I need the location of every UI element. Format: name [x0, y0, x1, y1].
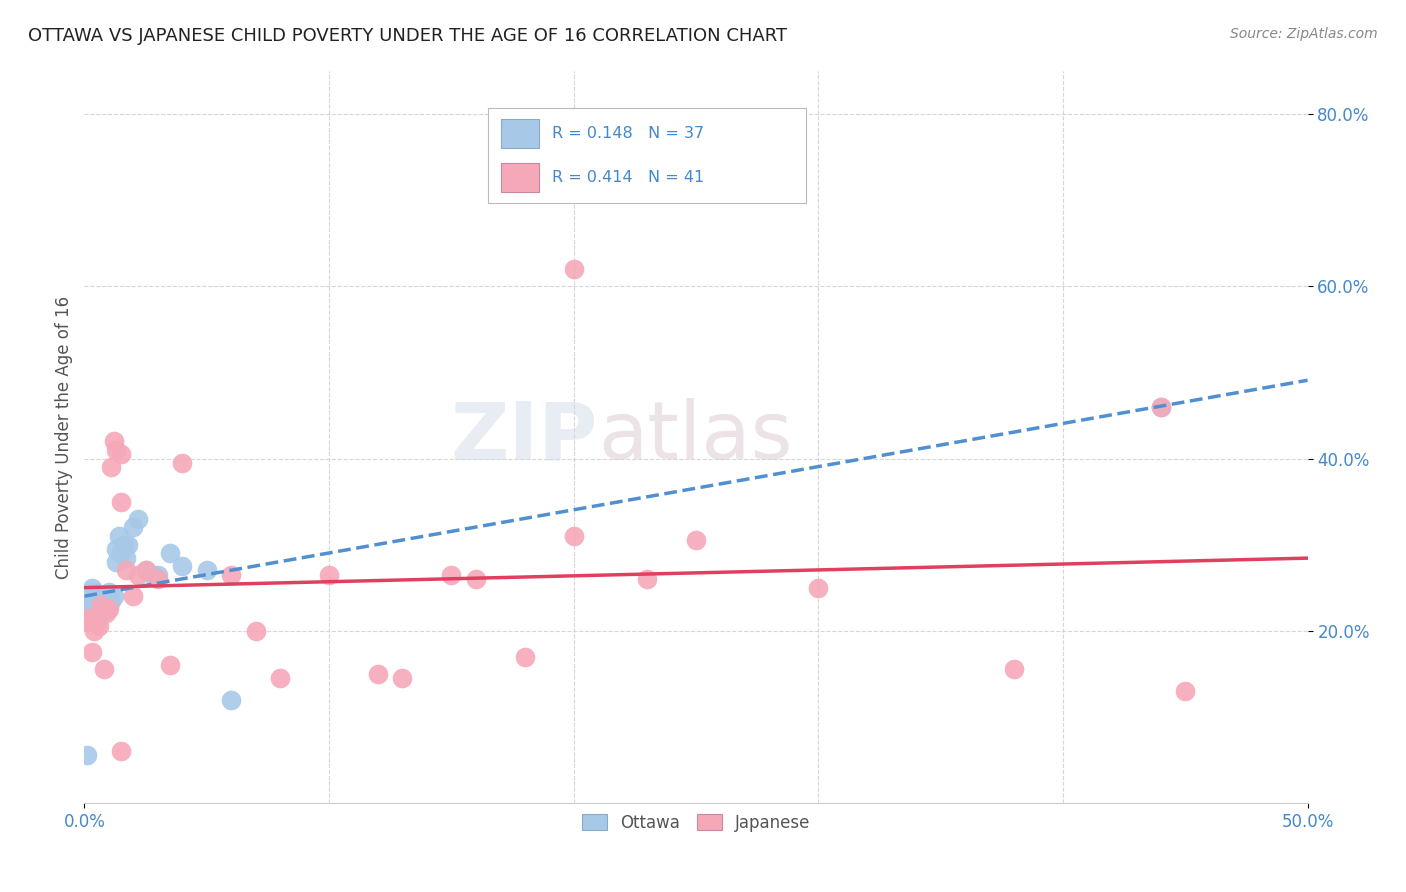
- Point: [83, 624, 105, 638]
- Point: [219, 567, 242, 582]
- Text: atlas: atlas: [598, 398, 793, 476]
- Text: Source: ZipAtlas.com: Source: ZipAtlas.com: [1230, 27, 1378, 41]
- Point: [87, 589, 110, 603]
- Point: [83, 593, 105, 607]
- Point: [464, 572, 486, 586]
- Legend: Ottawa, Japanese: Ottawa, Japanese: [575, 807, 817, 838]
- Point: [77, 602, 100, 616]
- Point: [90, 593, 112, 607]
- Y-axis label: Child Poverty Under the Age of 16: Child Poverty Under the Age of 16: [55, 295, 73, 579]
- Point: [83, 585, 105, 599]
- Point: [86, 598, 108, 612]
- Point: [135, 564, 157, 578]
- Point: [86, 615, 108, 629]
- Point: [685, 533, 707, 548]
- Point: [636, 572, 658, 586]
- Point: [76, 748, 98, 763]
- Point: [269, 671, 291, 685]
- Point: [90, 598, 112, 612]
- Point: [127, 512, 149, 526]
- Point: [107, 529, 129, 543]
- Point: [172, 456, 194, 470]
- Point: [110, 744, 132, 758]
- Point: [80, 581, 103, 595]
- Point: [80, 645, 103, 659]
- Point: [562, 529, 585, 543]
- Point: [127, 567, 149, 582]
- Point: [103, 434, 125, 449]
- Point: [86, 615, 108, 629]
- Point: [245, 624, 267, 638]
- Point: [80, 611, 103, 625]
- Point: [77, 611, 100, 625]
- Point: [195, 564, 218, 578]
- Point: [93, 662, 115, 676]
- Point: [219, 692, 242, 706]
- Point: [146, 567, 169, 582]
- Point: [96, 598, 118, 612]
- Point: [97, 598, 120, 612]
- Point: [159, 546, 181, 560]
- Point: [318, 567, 340, 582]
- Point: [105, 541, 128, 556]
- Point: [122, 520, 145, 534]
- Point: [80, 593, 103, 607]
- Point: [105, 442, 128, 457]
- Point: [100, 593, 122, 607]
- Point: [76, 615, 98, 629]
- Point: [115, 550, 138, 565]
- Point: [77, 598, 100, 612]
- Point: [112, 538, 135, 552]
- Text: OTTAWA VS JAPANESE CHILD POVERTY UNDER THE AGE OF 16 CORRELATION CHART: OTTAWA VS JAPANESE CHILD POVERTY UNDER T…: [28, 27, 787, 45]
- Point: [110, 494, 132, 508]
- Point: [87, 619, 110, 633]
- Point: [135, 564, 157, 578]
- Point: [97, 585, 120, 599]
- Point: [513, 649, 536, 664]
- Point: [86, 611, 108, 625]
- Point: [159, 658, 181, 673]
- Point: [807, 581, 830, 595]
- Point: [93, 602, 115, 616]
- Point: [110, 447, 132, 461]
- Point: [117, 538, 139, 552]
- Point: [142, 567, 165, 582]
- Point: [103, 589, 125, 603]
- Point: [367, 666, 389, 681]
- Point: [96, 607, 118, 621]
- Point: [172, 559, 194, 574]
- Point: [440, 567, 463, 582]
- Point: [562, 262, 585, 277]
- Text: ZIP: ZIP: [451, 398, 598, 476]
- Point: [146, 572, 169, 586]
- Point: [1002, 662, 1025, 676]
- Point: [115, 564, 138, 578]
- Point: [1150, 400, 1173, 414]
- Point: [87, 602, 110, 616]
- Point: [391, 671, 413, 685]
- Point: [122, 589, 145, 603]
- Point: [105, 555, 128, 569]
- Point: [1174, 684, 1197, 698]
- Point: [110, 546, 132, 560]
- Point: [97, 602, 120, 616]
- Point: [90, 607, 112, 621]
- Point: [100, 460, 122, 475]
- Point: [1150, 400, 1173, 414]
